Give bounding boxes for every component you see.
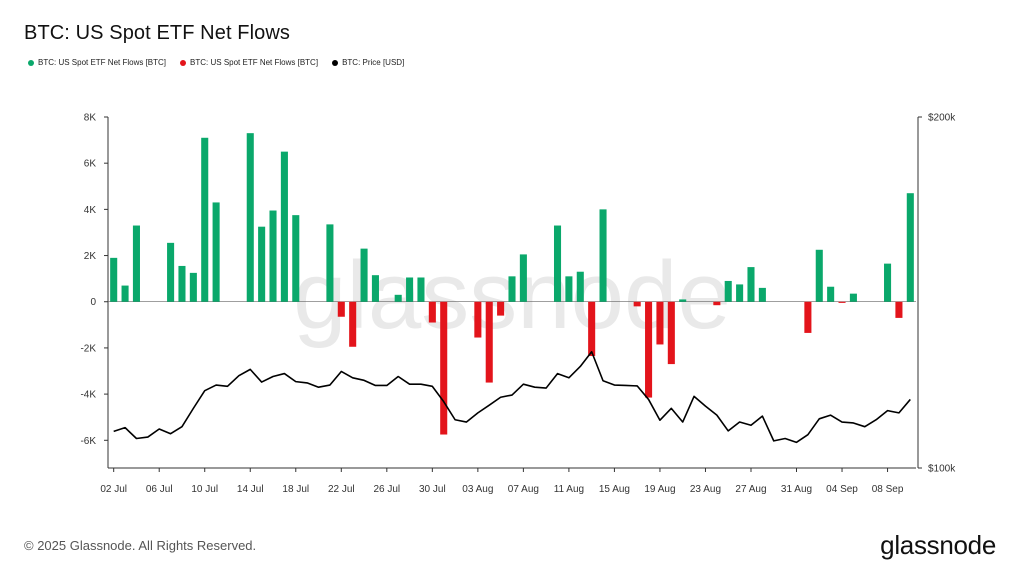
outflow-bar[interactable] <box>337 301 345 317</box>
x-tick-label: 26 Jul <box>373 484 400 495</box>
inflow-bar[interactable] <box>246 133 254 302</box>
x-tick-label: 03 Aug <box>462 484 493 495</box>
price-line[interactable] <box>113 350 911 444</box>
outflow-bar[interactable] <box>895 301 903 318</box>
outflow-bar[interactable] <box>497 301 505 316</box>
legend-swatch-black <box>332 59 339 66</box>
inflow-bar[interactable] <box>371 275 379 302</box>
legend-label: BTC: Price [USD] <box>342 58 405 67</box>
inflow-bar[interactable] <box>815 249 823 302</box>
x-tick-label: 27 Aug <box>735 484 766 495</box>
inflow-bar[interactable] <box>178 265 186 302</box>
inflow-bar[interactable] <box>724 280 732 302</box>
outflow-bar[interactable] <box>713 301 721 306</box>
legend-label: BTC: US Spot ETF Net Flows [BTC] <box>190 58 319 67</box>
outflow-bar[interactable] <box>474 301 482 338</box>
inflow-bar[interactable] <box>553 225 562 302</box>
inflow-bar[interactable] <box>576 271 584 302</box>
y-tick-label: 8K <box>84 113 97 124</box>
inflow-bar[interactable] <box>519 254 527 302</box>
x-tick-label: 07 Aug <box>508 484 539 495</box>
inflow-bar[interactable] <box>906 193 914 302</box>
inflow-bar[interactable] <box>758 287 766 302</box>
inflow-bar[interactable] <box>258 226 266 302</box>
inflow-bar[interactable] <box>201 137 209 302</box>
y-right-tick-label: $100k <box>928 464 956 475</box>
inflow-bar[interactable] <box>280 151 288 302</box>
x-tick-label: 02 Jul <box>100 484 127 495</box>
inflow-bar[interactable] <box>326 224 334 302</box>
glassnode-logo[interactable]: glassnode <box>880 530 996 560</box>
inflow-bar[interactable] <box>679 299 687 302</box>
legend-label: BTC: US Spot ETF Net Flows [BTC] <box>38 58 167 67</box>
x-tick-label: 30 Jul <box>419 484 446 495</box>
legend-swatch-red <box>180 59 187 66</box>
inflow-bar[interactable] <box>167 242 175 302</box>
y-tick-label: 4K <box>84 205 97 216</box>
x-tick-label: 18 Jul <box>282 484 309 495</box>
inflow-bar[interactable] <box>292 215 300 302</box>
y-tick-label: -2K <box>80 343 96 354</box>
outflow-bar[interactable] <box>588 301 596 357</box>
legend-item-price[interactable]: BTC: Price [USD] <box>332 58 404 67</box>
legend: BTC: US Spot ETF Net Flows [BTC] BTC: US… <box>28 58 404 67</box>
inflow-bar[interactable] <box>189 272 197 302</box>
legend-item-flows-negative[interactable]: BTC: US Spot ETF Net Flows [BTC] <box>180 58 318 67</box>
inflow-bar[interactable] <box>417 277 425 302</box>
x-tick-label: 04 Sep <box>826 484 858 495</box>
x-tick-label: 06 Jul <box>146 484 173 495</box>
outflow-bar[interactable] <box>349 301 357 347</box>
x-tick-label: 23 Aug <box>690 484 721 495</box>
x-tick-label: 11 Aug <box>554 484 584 495</box>
inflow-bar[interactable] <box>132 225 140 302</box>
inflow-bar[interactable] <box>884 263 892 302</box>
outflow-bar[interactable] <box>428 301 436 323</box>
outflow-bar[interactable] <box>804 301 812 333</box>
y-tick-label: -6K <box>80 436 96 447</box>
inflow-bar[interactable] <box>849 293 857 302</box>
y-right-tick-label: $200k <box>928 113 956 124</box>
outflow-bar[interactable] <box>633 301 641 307</box>
y-tick-label: 6K <box>84 159 97 170</box>
legend-item-flows-positive[interactable]: BTC: US Spot ETF Net Flows [BTC] <box>28 58 166 67</box>
price-line-group <box>113 350 911 444</box>
inflow-bar[interactable] <box>406 277 414 302</box>
chart-title: BTC: US Spot ETF Net Flows <box>24 22 290 44</box>
inflow-bar[interactable] <box>394 294 402 302</box>
inflow-bar[interactable] <box>736 284 744 302</box>
x-tick-label: 15 Aug <box>599 484 630 495</box>
legend-swatch-green <box>28 59 34 66</box>
x-tick-label: 14 Jul <box>237 484 264 495</box>
x-tick-label: 10 Jul <box>191 484 218 495</box>
inflow-bar[interactable] <box>565 276 573 302</box>
outflow-bar[interactable] <box>656 301 664 345</box>
y-tick-label: 0 <box>90 297 96 308</box>
outflow-bar[interactable] <box>440 301 448 435</box>
inflow-bar[interactable] <box>747 267 755 302</box>
x-tick-label: 31 Aug <box>781 484 812 495</box>
inflow-bar[interactable] <box>599 209 607 302</box>
inflow-bar[interactable] <box>110 257 118 302</box>
x-tick-label: 22 Jul <box>328 484 355 495</box>
y-tick-label: -4K <box>80 390 96 401</box>
inflow-bar[interactable] <box>360 248 368 302</box>
x-tick-label: 19 Aug <box>644 484 675 495</box>
inflow-bar[interactable] <box>827 286 835 302</box>
bars <box>110 133 914 435</box>
outflow-bar[interactable] <box>838 301 846 303</box>
inflow-bar[interactable] <box>269 210 277 302</box>
outflow-bar[interactable] <box>667 301 675 365</box>
inflow-bar[interactable] <box>508 276 516 302</box>
y-tick-label: 2K <box>84 251 97 262</box>
outflow-bar[interactable] <box>645 301 653 398</box>
x-tick-label: 08 Sep <box>872 484 904 495</box>
inflow-bar[interactable] <box>121 285 129 302</box>
copyright: © 2025 Glassnode. All Rights Reserved. <box>24 538 257 553</box>
outflow-bar[interactable] <box>485 301 493 383</box>
inflow-bar[interactable] <box>212 202 220 302</box>
